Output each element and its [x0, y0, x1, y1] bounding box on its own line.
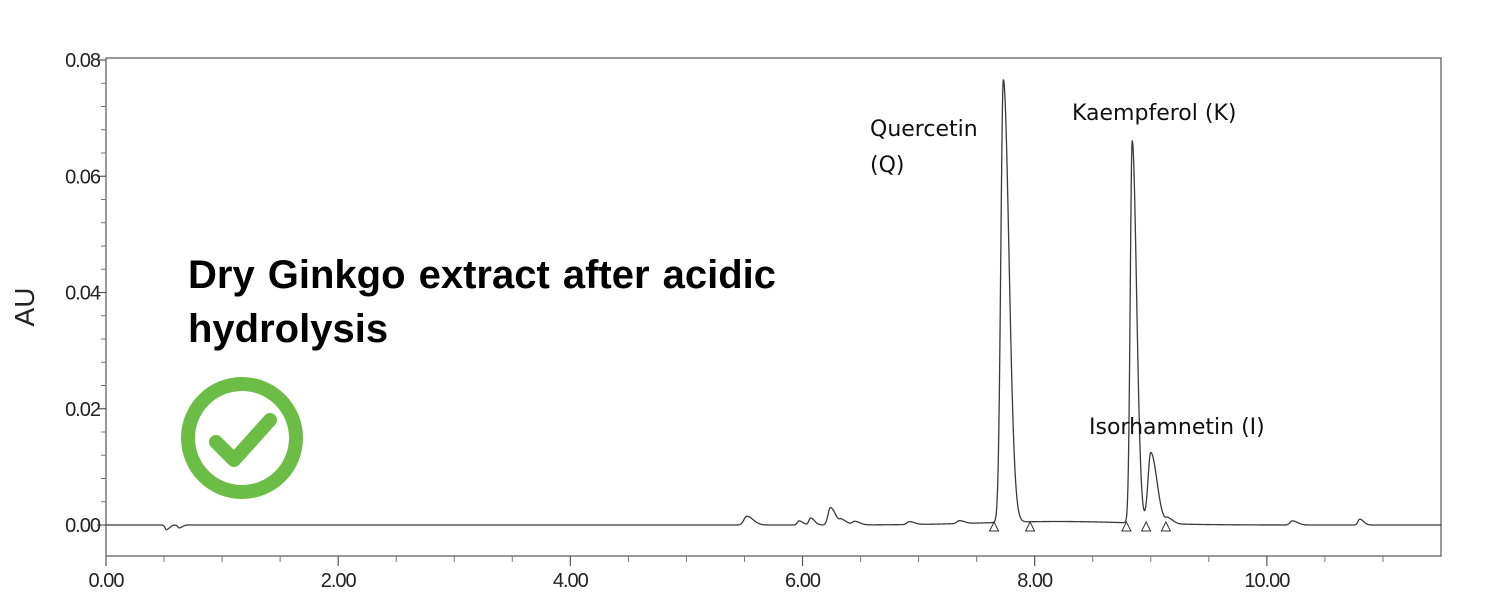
label-layer: Quercetin (Q) Kaempferol (K) Isorhamnetin (… — [870, 101, 1265, 440]
x-tick-label: 8.00 — [1017, 570, 1053, 592]
y-tick-label: 0.02 — [65, 399, 101, 421]
marker-layer — [988, 520, 1172, 532]
integration-marker — [1024, 520, 1036, 532]
y-tick-label: 0.06 — [65, 166, 101, 188]
chart-title: Dry Ginkgo extract after acidic hydrolys… — [188, 253, 776, 351]
peak-label: Kaempferol (K) — [1072, 101, 1236, 126]
x-tick-label: 6.00 — [785, 570, 821, 592]
peak-label: Quercetin (Q) — [870, 117, 978, 178]
integration-marker — [1140, 520, 1152, 532]
y-axis-title: AU — [9, 288, 40, 327]
check-circle-icon — [181, 377, 303, 499]
x-tick-label: 4.00 — [553, 570, 589, 592]
axes: 0.00 0.02 0.04 0.06 0.08 0.00 2.00 4.00 6.00 8.00… — [9, 50, 1442, 592]
integration-marker — [988, 520, 1000, 532]
trace-layer — [106, 79, 1441, 531]
x-tick-label: 0.00 — [89, 570, 125, 592]
peak-label: Isorhamnetin (I) — [1089, 415, 1265, 440]
integration-marker — [1121, 520, 1132, 532]
x-tick-label: 10.00 — [1244, 570, 1290, 592]
y-tick-label: 0.00 — [65, 515, 101, 537]
chromatogram-trace — [106, 79, 1441, 531]
integration-marker — [1160, 520, 1172, 532]
x-tick-label: 2.00 — [321, 570, 357, 592]
plot-frame — [105, 57, 1442, 557]
y-tick-label: 0.08 — [65, 50, 101, 72]
y-tick-label: 0.04 — [65, 283, 101, 305]
